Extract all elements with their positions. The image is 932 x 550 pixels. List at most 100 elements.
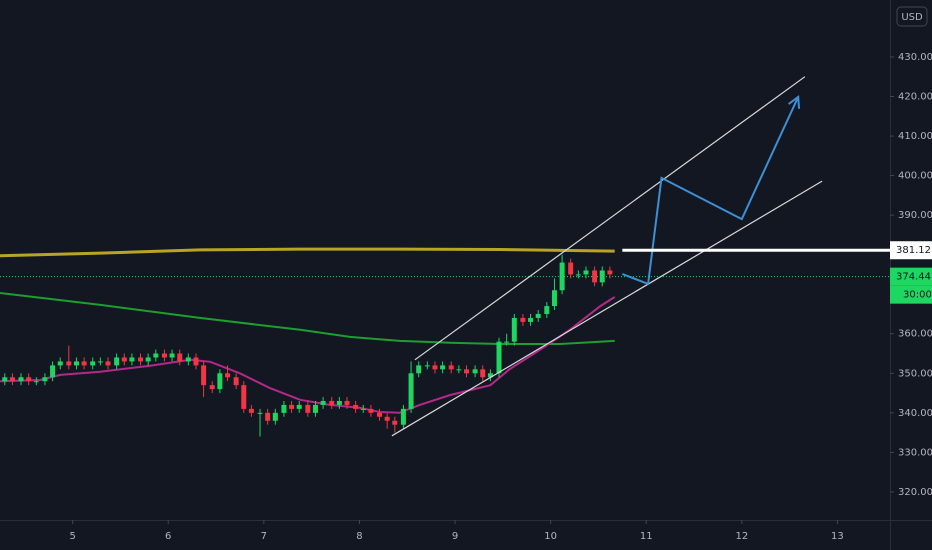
x-tick-label: 6 xyxy=(165,531,171,542)
candle-body xyxy=(599,270,605,283)
candle-body xyxy=(320,400,326,405)
countdown-box xyxy=(890,285,932,304)
candle-body xyxy=(50,365,56,378)
candle-body xyxy=(289,404,295,409)
candle-body xyxy=(257,412,263,414)
price-level-box xyxy=(890,241,932,260)
candle-body xyxy=(33,381,39,383)
last-price-label: 374.44 xyxy=(896,272,931,283)
y-tick-label: 390.00 xyxy=(898,210,932,221)
candle-body xyxy=(105,361,111,366)
candle-body xyxy=(145,357,151,362)
candle-body xyxy=(97,361,103,363)
candle-body xyxy=(42,377,48,382)
candle-body xyxy=(424,365,430,367)
candle-body xyxy=(121,357,127,362)
candle-body xyxy=(456,369,462,371)
candle-body xyxy=(472,369,478,374)
candle-body xyxy=(296,404,302,409)
x-tick-label: 7 xyxy=(261,531,267,542)
candle-body xyxy=(607,270,613,275)
candle-body xyxy=(568,262,574,275)
y-tick-label: 320.00 xyxy=(898,487,932,498)
candle-body xyxy=(487,373,493,378)
candle-body xyxy=(233,377,239,386)
candle-body xyxy=(592,270,598,283)
candle-body xyxy=(432,365,438,370)
x-tick-label: 13 xyxy=(831,531,844,542)
candle-body xyxy=(575,274,581,276)
y-tick-label: 420.00 xyxy=(898,91,932,102)
candle-body xyxy=(448,365,454,370)
countdown-label: 30:00 xyxy=(903,290,932,301)
currency-box[interactable] xyxy=(896,6,928,27)
y-tick-label: 340.00 xyxy=(898,408,932,419)
candle-body xyxy=(217,373,223,390)
candle-body xyxy=(209,385,215,390)
candle-body xyxy=(18,377,24,382)
drawing-line xyxy=(414,76,806,361)
candle-body xyxy=(408,373,414,409)
candle-body xyxy=(544,306,550,314)
candle-body xyxy=(73,361,79,366)
moving-average xyxy=(0,292,615,345)
x-tick-label: 8 xyxy=(356,531,362,542)
candle-body xyxy=(225,373,231,378)
price-level-label: 381.12 xyxy=(896,245,931,256)
drawing-line xyxy=(621,96,800,286)
y-tick-label: 410.00 xyxy=(898,131,932,142)
candle-body xyxy=(535,313,541,318)
candle-body xyxy=(528,317,534,322)
candle-body xyxy=(344,400,350,405)
candle-body xyxy=(312,404,318,413)
y-tick-label: 330.00 xyxy=(898,447,932,458)
candle-body xyxy=(353,404,359,409)
currency: USD xyxy=(901,12,923,23)
candle-body xyxy=(464,369,470,374)
drawing-line xyxy=(391,180,823,437)
candle-body xyxy=(336,400,342,405)
candle-body xyxy=(57,361,63,366)
candle-body xyxy=(551,290,557,307)
y-tick-label: 360.00 xyxy=(898,329,932,340)
candle-body xyxy=(281,404,287,413)
candle-body xyxy=(2,377,8,382)
candle-body xyxy=(504,341,510,343)
y-tick-label: 430.00 xyxy=(898,52,932,63)
arrow-head xyxy=(787,94,801,109)
candle-body xyxy=(305,404,311,413)
candle-body xyxy=(129,357,135,362)
candle-body xyxy=(511,317,517,342)
candle-body xyxy=(360,408,366,410)
candle-body xyxy=(9,377,15,382)
candle-body xyxy=(114,357,120,366)
candle-body xyxy=(185,357,191,362)
candle-body xyxy=(177,353,183,362)
candle-body xyxy=(248,408,254,413)
candle-body xyxy=(440,365,446,370)
candle-body xyxy=(265,412,271,421)
last-price-box xyxy=(890,267,932,286)
x-tick-label: 5 xyxy=(69,531,75,542)
candle-body xyxy=(201,365,207,386)
candle-body xyxy=(161,353,167,358)
moving-average xyxy=(0,296,616,414)
candle-body xyxy=(520,317,526,322)
candle-body xyxy=(138,357,144,362)
candle-body xyxy=(384,416,390,421)
candle-body xyxy=(169,353,175,358)
candle-body xyxy=(193,357,199,366)
moving-average xyxy=(0,247,615,258)
candle-body xyxy=(496,341,502,374)
candle-body xyxy=(368,408,374,413)
candle-body xyxy=(329,400,335,405)
candle-body xyxy=(559,262,565,291)
candle-body xyxy=(153,353,159,358)
x-tick-label: 12 xyxy=(735,531,748,542)
candle-body xyxy=(583,270,589,275)
candle-body xyxy=(480,369,486,378)
candle-body xyxy=(377,412,383,417)
candle-body xyxy=(26,377,32,382)
